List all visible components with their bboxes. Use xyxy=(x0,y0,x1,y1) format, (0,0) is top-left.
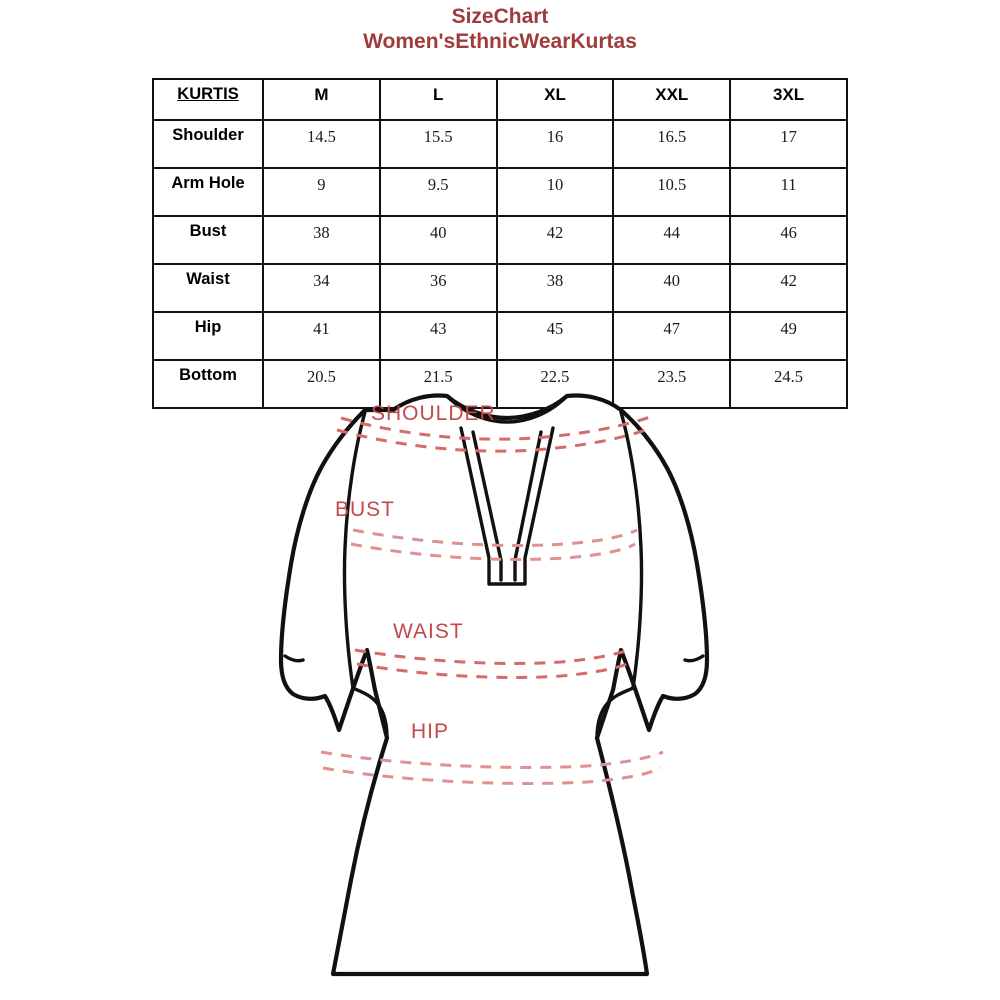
table-cell: 9 xyxy=(262,167,381,217)
hip-label: HIP xyxy=(411,720,449,743)
table-column-header-l: L xyxy=(378,78,498,121)
table-cell: 16 xyxy=(495,119,615,169)
hip-measure-line xyxy=(320,750,664,785)
table-cell: 14.5 xyxy=(262,119,381,169)
waist-label: WAIST xyxy=(393,620,464,643)
table-cell: 10.5 xyxy=(612,167,732,217)
title-line-category: Women'sEthnicWearKurtas xyxy=(363,30,637,53)
kurta-outline xyxy=(278,393,710,977)
table-column-header-m: M xyxy=(262,78,381,121)
table-header-row: KURTIS M L XL XXL 3XL xyxy=(152,78,848,121)
table-cell: 20.5 xyxy=(262,359,381,409)
bust-measure-line xyxy=(350,528,638,561)
table-cell: 16.5 xyxy=(612,119,732,169)
kurta-seam-lines xyxy=(283,410,705,740)
table-row: Bottom 20.5 21.5 22.5 23.5 24.5 xyxy=(152,359,848,409)
table-cell: 40 xyxy=(612,263,732,313)
table-cell: 43 xyxy=(378,311,498,361)
table-cell: 9.5 xyxy=(378,167,498,217)
size-chart-table-container: KURTIS M L XL XXL 3XL Shoulder 14.5 15.5 16 16.5 17… xyxy=(152,78,848,409)
table-column-header-3xl: 3XL xyxy=(729,78,848,121)
table-cell: 17 xyxy=(729,119,848,169)
table-column-header-xxl: XXL xyxy=(612,78,732,121)
table-row-label-shoulder: Shoulder xyxy=(152,119,264,169)
table-row: Waist 34 36 38 40 42 xyxy=(152,263,848,313)
page-title: SizeChart Women'sEthnicWearKurtas xyxy=(0,4,1000,55)
table-cell: 41 xyxy=(262,311,381,361)
table-cell: 42 xyxy=(729,263,848,313)
table-corner-label: KURTIS xyxy=(152,78,264,121)
table-cell: 38 xyxy=(262,215,381,265)
table-cell: 23.5 xyxy=(612,359,732,409)
shoulder-label: SHOULDER xyxy=(371,402,496,425)
table-row: Bust 38 40 42 44 46 xyxy=(152,215,848,265)
table-row-label-arm-hole: Arm Hole xyxy=(152,167,264,217)
table-cell: 44 xyxy=(612,215,732,265)
table-column-header-xl: XL xyxy=(495,78,615,121)
table-cell: 10 xyxy=(495,167,615,217)
table-cell: 42 xyxy=(495,215,615,265)
table-cell: 45 xyxy=(495,311,615,361)
table-cell: 38 xyxy=(495,263,615,313)
measure-lines xyxy=(320,414,664,785)
table-cell: 47 xyxy=(612,311,732,361)
table-cell: 49 xyxy=(729,311,848,361)
table-cell: 34 xyxy=(262,263,381,313)
size-chart-table: KURTIS M L XL XXL 3XL Shoulder 14.5 15.5 16 16.5 17… xyxy=(152,78,848,409)
title-line-size-chart: SizeChart xyxy=(451,5,549,28)
table-row: Arm Hole 9 9.5 10 10.5 11 xyxy=(152,167,848,217)
table-row-label-bottom: Bottom xyxy=(152,359,264,409)
table-cell: 22.5 xyxy=(495,359,615,409)
table-cell: 11 xyxy=(729,167,848,217)
kurta-measurement-diagram: SHOULDER BUST WAIST HIP xyxy=(225,388,785,1000)
table-row: Hip 41 43 45 47 49 xyxy=(152,311,848,361)
table-cell: 24.5 xyxy=(729,359,848,409)
table-cell: 15.5 xyxy=(378,119,498,169)
table-cell: 40 xyxy=(378,215,498,265)
waist-measure-line xyxy=(354,648,630,679)
table-row-label-waist: Waist xyxy=(152,263,264,313)
shoulder-measure-line xyxy=(336,414,654,453)
table-row-label-bust: Bust xyxy=(152,215,264,265)
table-cell: 46 xyxy=(729,215,848,265)
table-cell: 36 xyxy=(378,263,498,313)
table-row: Shoulder 14.5 15.5 16 16.5 17 xyxy=(152,119,848,169)
table-row-label-hip: Hip xyxy=(152,311,264,361)
bust-label: BUST xyxy=(335,498,395,521)
